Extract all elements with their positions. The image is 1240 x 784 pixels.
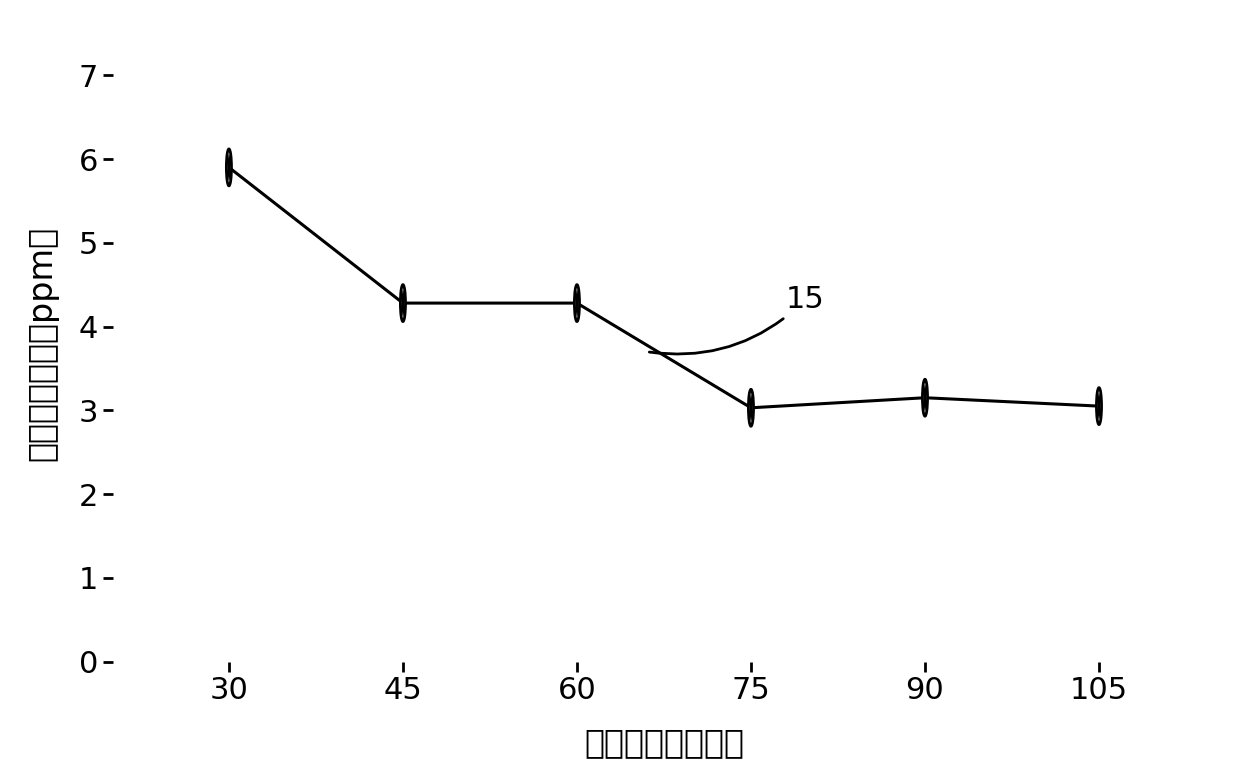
Text: 15: 15	[650, 285, 825, 354]
Circle shape	[1096, 387, 1101, 425]
Circle shape	[227, 149, 232, 186]
Circle shape	[923, 379, 928, 416]
X-axis label: 检测时间（分钟）: 检测时间（分钟）	[584, 726, 744, 759]
Circle shape	[574, 285, 579, 321]
Circle shape	[749, 390, 754, 426]
Y-axis label: 杂质元素含量（ppm）: 杂质元素含量（ppm）	[25, 226, 58, 461]
Circle shape	[401, 285, 405, 321]
